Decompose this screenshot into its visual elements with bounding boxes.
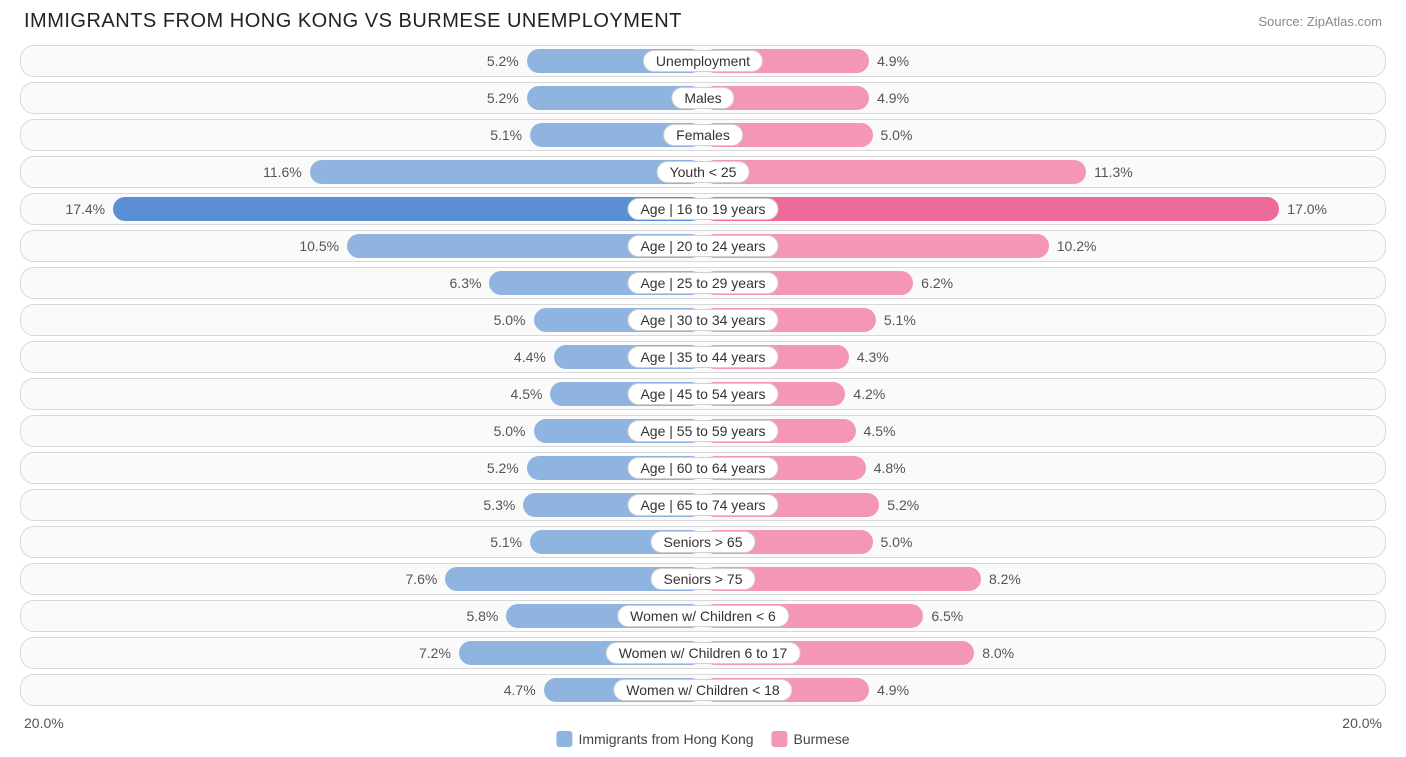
category-pill: Unemployment	[643, 50, 763, 72]
category-pill: Age | 25 to 29 years	[627, 272, 778, 294]
category-pill: Age | 45 to 54 years	[627, 383, 778, 405]
value-right: 6.2%	[921, 275, 953, 291]
chart-row: 5.2% 4.8% Age | 60 to 64 years	[20, 452, 1386, 484]
bar-left	[113, 197, 703, 221]
value-left: 5.2%	[487, 90, 519, 106]
chart-title: IMMIGRANTS FROM HONG KONG VS BURMESE UNE…	[24, 10, 682, 33]
value-left: 5.0%	[494, 423, 526, 439]
value-right: 4.8%	[874, 460, 906, 476]
value-left: 4.7%	[504, 682, 536, 698]
value-left: 5.8%	[466, 608, 498, 624]
category-pill: Females	[663, 124, 743, 146]
chart-row: 5.1% 5.0% Females	[20, 119, 1386, 151]
value-right: 4.5%	[864, 423, 896, 439]
value-right: 4.3%	[857, 349, 889, 365]
legend-label-left: Immigrants from Hong Kong	[578, 731, 753, 747]
value-right: 4.9%	[877, 682, 909, 698]
chart-row: 5.8% 6.5% Women w/ Children < 6	[20, 600, 1386, 632]
value-right: 4.9%	[877, 90, 909, 106]
value-right: 5.0%	[881, 534, 913, 550]
chart-row: 11.6% 11.3% Youth < 25	[20, 156, 1386, 188]
chart-row: 5.1% 5.0% Seniors > 65	[20, 526, 1386, 558]
chart-row: 7.6% 8.2% Seniors > 75	[20, 563, 1386, 595]
chart-row: 4.7% 4.9% Women w/ Children < 18	[20, 674, 1386, 706]
chart-row: 17.4% 17.0% Age | 16 to 19 years	[20, 193, 1386, 225]
bar-left	[310, 160, 703, 184]
category-pill: Age | 55 to 59 years	[627, 420, 778, 442]
chart-footer: 20.0% 20.0% Immigrants from Hong Kong Bu…	[0, 711, 1406, 739]
value-right: 4.9%	[877, 53, 909, 69]
value-left: 10.5%	[299, 238, 339, 254]
value-left: 5.2%	[487, 53, 519, 69]
category-pill: Women w/ Children < 6	[617, 605, 789, 627]
value-right: 8.0%	[982, 645, 1014, 661]
legend-swatch-right	[772, 731, 788, 747]
value-right: 17.0%	[1287, 201, 1327, 217]
legend-label-right: Burmese	[794, 731, 850, 747]
value-left: 7.2%	[419, 645, 451, 661]
value-right: 4.2%	[853, 386, 885, 402]
value-left: 6.3%	[450, 275, 482, 291]
chart-body: 5.2%4.9%Unemployment5.2%4.9%Males5.1%5.0…	[0, 39, 1406, 706]
value-left: 5.1%	[490, 534, 522, 550]
chart-row: 5.0% 4.5% Age | 55 to 59 years	[20, 415, 1386, 447]
category-pill: Women w/ Children 6 to 17	[606, 642, 801, 664]
category-pill: Age | 65 to 74 years	[627, 494, 778, 516]
value-left: 5.0%	[494, 312, 526, 328]
value-left: 4.5%	[511, 386, 543, 402]
value-right: 8.2%	[989, 571, 1021, 587]
chart-row: 5.2% 4.9% Males	[20, 82, 1386, 114]
value-left: 5.3%	[483, 497, 515, 513]
value-left: 11.6%	[263, 164, 302, 180]
axis-right-max: 20.0%	[1342, 715, 1382, 731]
bar-right	[703, 160, 1086, 184]
value-left: 7.6%	[405, 571, 437, 587]
legend-swatch-left	[556, 731, 572, 747]
chart-legend: Immigrants from Hong Kong Burmese	[556, 731, 849, 747]
value-left: 17.4%	[65, 201, 105, 217]
value-right: 5.2%	[887, 497, 919, 513]
value-left: 4.4%	[514, 349, 546, 365]
value-right: 10.2%	[1057, 238, 1097, 254]
chart-row: 5.2% 4.9% Unemployment	[20, 45, 1386, 77]
chart-row: 6.3% 6.2% Age | 25 to 29 years	[20, 267, 1386, 299]
value-left: 5.2%	[487, 460, 519, 476]
chart-row: 4.5% 4.2% Age | 45 to 54 years	[20, 378, 1386, 410]
category-pill: Age | 60 to 64 years	[627, 457, 778, 479]
category-pill: Age | 35 to 44 years	[627, 346, 778, 368]
value-right: 5.1%	[884, 312, 916, 328]
chart-header: IMMIGRANTS FROM HONG KONG VS BURMESE UNE…	[0, 0, 1406, 39]
bar-right	[703, 197, 1279, 221]
value-right: 5.0%	[881, 127, 913, 143]
category-pill: Youth < 25	[657, 161, 750, 183]
category-pill: Males	[671, 87, 734, 109]
chart-row: 5.0% 5.1% Age | 30 to 34 years	[20, 304, 1386, 336]
category-pill: Seniors > 75	[651, 568, 756, 590]
category-pill: Age | 16 to 19 years	[627, 198, 778, 220]
value-right: 11.3%	[1094, 164, 1133, 180]
category-pill: Age | 20 to 24 years	[627, 235, 778, 257]
chart-row: 10.5% 10.2% Age | 20 to 24 years	[20, 230, 1386, 262]
legend-item-right: Burmese	[772, 731, 850, 747]
value-right: 6.5%	[931, 608, 963, 624]
chart-row: 5.3% 5.2% Age | 65 to 74 years	[20, 489, 1386, 521]
legend-item-left: Immigrants from Hong Kong	[556, 731, 753, 747]
category-pill: Women w/ Children < 18	[613, 679, 792, 701]
chart-source: Source: ZipAtlas.com	[1258, 14, 1382, 29]
axis-left-max: 20.0%	[24, 715, 64, 731]
chart-row: 7.2% 8.0% Women w/ Children 6 to 17	[20, 637, 1386, 669]
category-pill: Age | 30 to 34 years	[627, 309, 778, 331]
value-left: 5.1%	[490, 127, 522, 143]
category-pill: Seniors > 65	[651, 531, 756, 553]
chart-row: 4.4% 4.3% Age | 35 to 44 years	[20, 341, 1386, 373]
